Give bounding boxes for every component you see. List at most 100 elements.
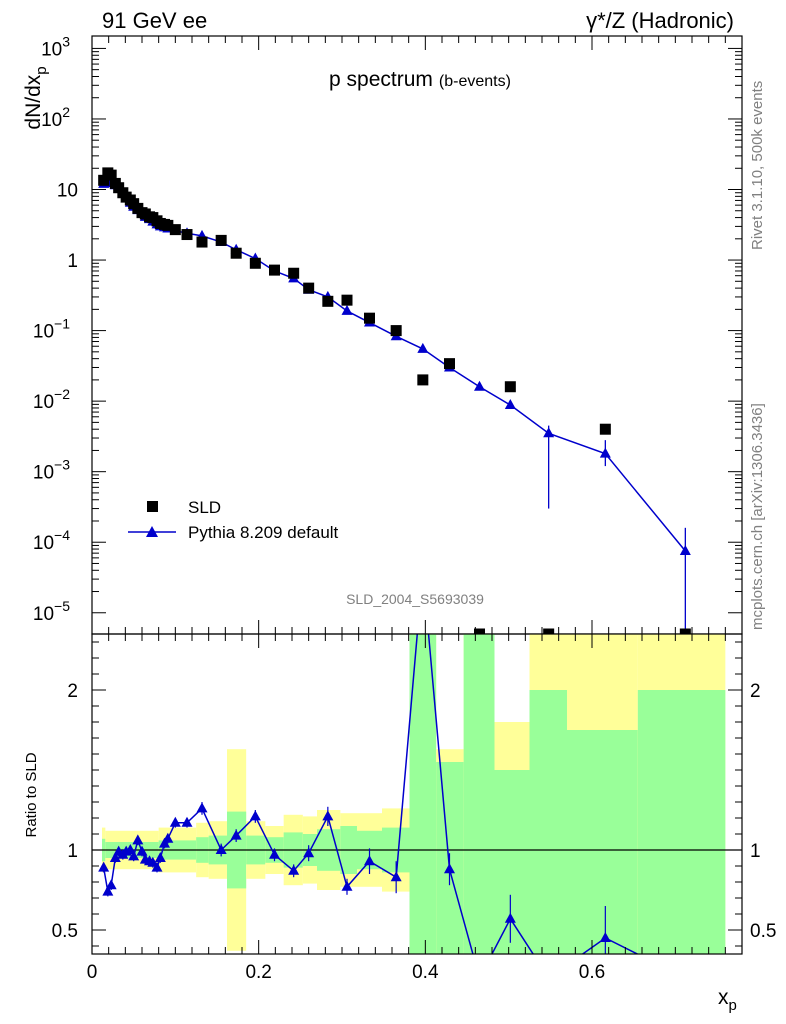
data-point xyxy=(169,224,181,236)
y-tick-label: 10−5 xyxy=(33,598,70,625)
data-point xyxy=(288,267,300,279)
ratio-point xyxy=(105,879,117,890)
x-axis-label: xp xyxy=(718,986,737,1014)
upper-marks xyxy=(98,167,691,640)
ratio-point xyxy=(599,932,611,942)
side-label-mcplots: mcplots.cern.ch [arXiv:1306.3436] xyxy=(749,403,766,630)
legend-label-pythia: Pythia 8.209 default xyxy=(188,523,339,542)
ratio-point xyxy=(230,829,242,840)
ratio-point xyxy=(151,861,163,872)
data-point xyxy=(322,295,334,307)
lower-marks xyxy=(98,634,640,954)
mc-point xyxy=(679,545,691,556)
legend: SLD Pythia 8.209 default xyxy=(128,498,339,542)
analysis-id: SLD_2004_S5693039 xyxy=(346,591,484,607)
mc-point xyxy=(341,304,353,315)
ratio-y-tick-label-right: 1 xyxy=(750,841,761,862)
ratio-y-tick-label: 2 xyxy=(67,681,78,702)
x-tick-label: 0.6 xyxy=(579,962,605,983)
ratio-band-inner xyxy=(529,690,567,954)
data-point xyxy=(162,219,174,231)
mc-point xyxy=(504,399,516,410)
side-label-rivet: Rivet 3.1.10, 500k events xyxy=(749,81,766,250)
data-point xyxy=(196,236,208,248)
data-point xyxy=(215,234,227,246)
ratio-point xyxy=(504,912,516,923)
data-point xyxy=(444,358,455,370)
y-tick-label: 1 xyxy=(67,251,78,272)
ratio-band-inner xyxy=(463,634,495,954)
y-tick-label: 102 xyxy=(41,104,70,131)
ratio-point xyxy=(390,871,402,882)
mc-point xyxy=(474,380,485,391)
x-tick-label: 0.2 xyxy=(245,962,271,983)
ratio-y-tick-label: 0.5 xyxy=(52,921,78,942)
legend-marker-pythia xyxy=(146,526,158,537)
ratio-band-inner xyxy=(494,770,530,954)
y-tick-label: 10−4 xyxy=(33,527,70,554)
ratio-point xyxy=(215,844,227,854)
ratio-point xyxy=(288,864,300,875)
y-tick-label: 103 xyxy=(41,33,70,60)
ratio-point xyxy=(341,880,353,891)
ratio-y-tick-label-right: 0.5 xyxy=(750,921,776,942)
x-tick-label: 0.4 xyxy=(412,962,439,983)
ratio-y-tick-label: 1 xyxy=(67,841,78,862)
y-tick-label: 10−2 xyxy=(33,386,70,413)
ratio-point xyxy=(128,850,140,861)
ratio-point xyxy=(181,816,193,827)
lower-y-ticks: 0.5 0.5 1 1 2 2 xyxy=(52,641,776,947)
header-left: 91 GeV ee xyxy=(102,8,207,33)
mc-point xyxy=(417,342,429,353)
ratio-point xyxy=(269,848,280,859)
upper-y-axis-label: dN/dxp xyxy=(22,66,50,129)
ratio-point xyxy=(444,863,455,874)
ratio-point xyxy=(154,852,166,862)
ratio-band-inner xyxy=(567,730,638,954)
data-point xyxy=(105,169,117,181)
ratio-y-tick-label-right: 2 xyxy=(750,681,761,702)
y-tick-label: 10−1 xyxy=(33,316,70,343)
data-point xyxy=(98,174,110,186)
ratio-band-inner xyxy=(409,634,437,954)
lower-x-ticks: 0 0.2 0.4 0.6 xyxy=(87,634,743,983)
chart-title: p spectrum (b-events) xyxy=(329,68,511,91)
y-tick-label: 10 xyxy=(57,181,78,202)
lower-plot-frame xyxy=(91,633,743,955)
y-tick-label: 10−3 xyxy=(33,457,70,484)
data-point xyxy=(364,312,375,324)
ratio-point xyxy=(132,834,144,845)
data-point xyxy=(249,257,261,269)
ratio-point xyxy=(196,802,208,813)
upper-x-ticks xyxy=(91,36,743,634)
header-right: γ*/Z (Hadronic) xyxy=(586,8,734,33)
legend-marker-sld xyxy=(147,501,158,512)
ratio-point xyxy=(303,847,315,858)
legend-label-sld: SLD xyxy=(188,498,221,517)
ratio-point xyxy=(102,885,114,896)
lower-panel: 0.5 0.5 1 1 2 2 0 0.2 0.4 0.6 xyxy=(52,633,776,983)
data-point xyxy=(303,282,315,294)
data-point xyxy=(599,423,611,435)
ratio-point xyxy=(249,810,261,821)
data-point xyxy=(417,374,429,386)
data-point xyxy=(504,381,516,393)
lower-y-axis-label: Ratio to SLD xyxy=(23,752,40,837)
ratio-point xyxy=(322,810,334,821)
upper-plot-frame xyxy=(91,35,743,635)
ratio-point xyxy=(364,855,375,866)
data-point xyxy=(390,325,402,337)
x-tick-label: 0 xyxy=(87,962,98,983)
ratio-point xyxy=(109,852,121,862)
data-point xyxy=(181,229,193,241)
mc-point xyxy=(543,427,555,438)
ratio-point xyxy=(98,861,110,872)
data-point xyxy=(341,294,353,306)
ratio-point xyxy=(162,832,174,843)
upper-y-ticks: 10−5 10−4 10−3 10−2 10−1 1 10 102 103 xyxy=(33,33,742,625)
ratio-point xyxy=(136,845,148,856)
ratio-band-inner xyxy=(637,690,726,954)
data-point xyxy=(269,264,280,276)
data-point xyxy=(230,247,242,259)
